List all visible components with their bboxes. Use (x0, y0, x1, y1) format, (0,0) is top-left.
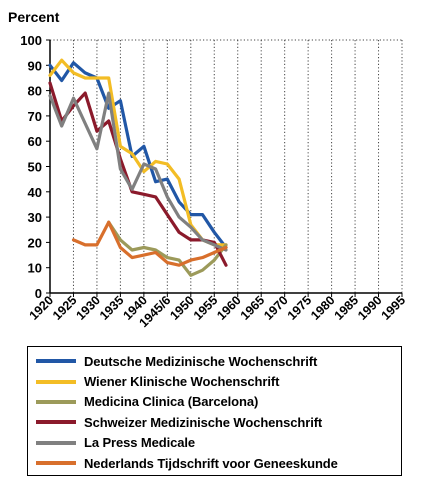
legend-label: Nederlands Tijdschrift voor Geneeskunde (84, 455, 338, 471)
y-tick-label: 50 (28, 160, 42, 175)
y-tick-label: 0 (35, 286, 42, 301)
x-tick-label: 1965 (238, 293, 268, 323)
legend-item: Schweizer Medizinische Wochenschrift (36, 412, 401, 432)
x-tick-label: 1950 (167, 293, 197, 323)
x-tick-label: 1920 (27, 293, 57, 323)
legend-swatch (36, 420, 76, 425)
legend-label: Schweizer Medizinische Wochenschrift (84, 414, 323, 430)
legend-item: Nederlands Tijdschrift voor Geneeskunde (36, 453, 401, 473)
legend-swatch (36, 399, 76, 404)
legend-item: Medicina Clinica (Barcelona) (36, 392, 401, 412)
x-tick-label: 1960 (214, 293, 244, 323)
x-tick-label: 1935 (97, 293, 127, 323)
y-tick-label: 20 (28, 235, 42, 250)
series-line (107, 220, 228, 277)
x-tick-label: 1925 (50, 293, 80, 323)
y-tick-label: 40 (28, 185, 42, 200)
y-tick-label: 80 (28, 84, 42, 99)
legend-label: Deutsche Medizinische Wochenschrift (84, 353, 318, 369)
x-tick-label: 1975 (285, 293, 315, 323)
series-line (48, 91, 228, 252)
y-tick-label: 100 (20, 33, 42, 48)
x-tick-label: 1930 (73, 293, 103, 323)
x-tick-label: 1980 (308, 293, 338, 323)
y-tick-label: 30 (28, 210, 42, 225)
y-axis-title: Percent (8, 9, 60, 25)
x-tick-label: 1985 (332, 293, 362, 323)
legend-label: La Press Medicale (84, 435, 196, 451)
legend-label: Medicina Clinica (Barcelona) (84, 394, 259, 410)
legend-swatch (36, 359, 76, 364)
legend-swatch (36, 461, 76, 466)
legend-swatch (36, 379, 76, 384)
chart-legend: Deutsche Medizinische Wochenschrift Wien… (27, 346, 402, 476)
y-tick-label: 10 (28, 261, 42, 276)
x-tick-label: 1970 (261, 293, 291, 323)
legend-label: Wiener Klinische Wochenschrift (84, 374, 280, 390)
legend-swatch (36, 440, 76, 445)
series-line (48, 61, 228, 250)
legend-item: Wiener Klinische Wochenschrift (36, 371, 401, 391)
legend-item: La Press Medicale (36, 433, 401, 453)
series-line (71, 220, 228, 267)
y-tick-label: 90 (28, 58, 42, 73)
x-tick-label: 1990 (355, 293, 385, 323)
x-tick-label: 1995 (379, 293, 409, 323)
series-line (48, 81, 228, 267)
y-tick-label: 60 (28, 134, 42, 149)
legend-item: Deutsche Medizinische Wochenschrift (36, 351, 401, 371)
x-tick-label: 1955 (191, 293, 221, 323)
y-tick-label: 70 (28, 109, 42, 124)
